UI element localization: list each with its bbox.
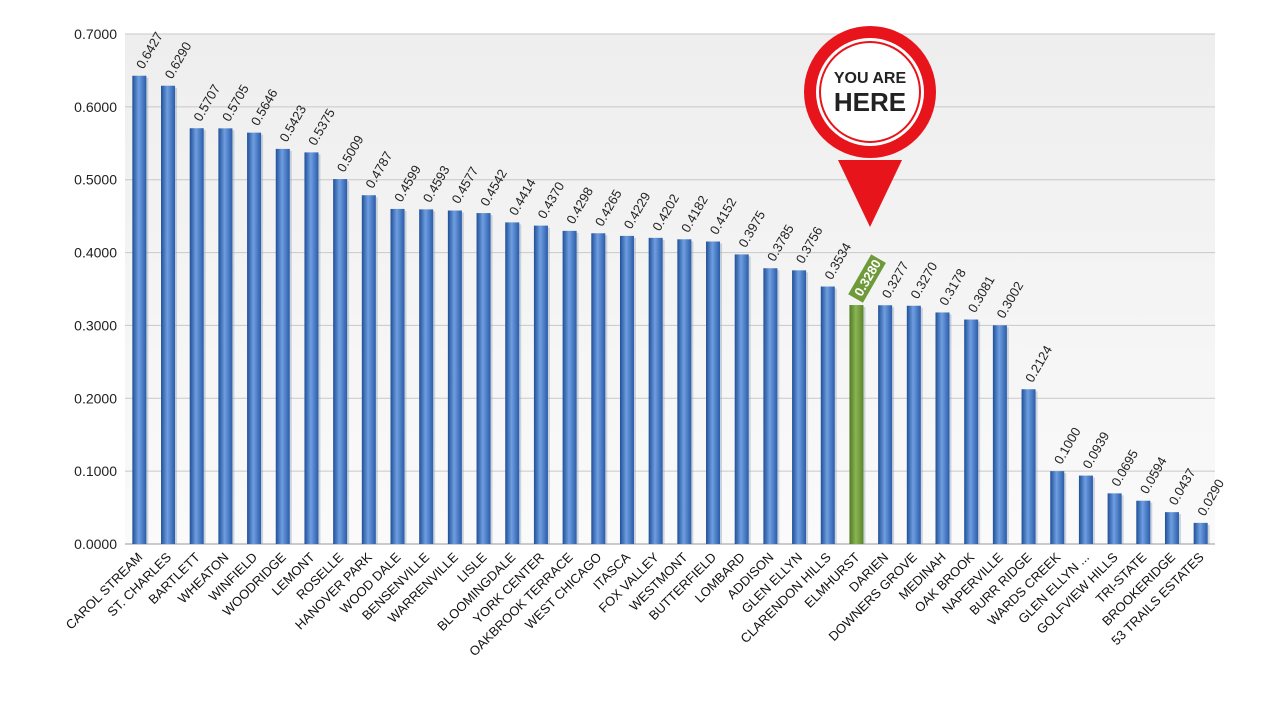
bar — [247, 132, 262, 545]
bar — [648, 237, 663, 544]
bar — [792, 270, 807, 544]
bar — [820, 286, 835, 544]
bar — [619, 235, 634, 544]
bar — [161, 85, 176, 544]
bar — [992, 325, 1007, 544]
bar — [505, 222, 520, 544]
pin-inner-ring — [819, 41, 921, 143]
bar — [706, 241, 721, 545]
bar — [763, 268, 778, 544]
bar — [275, 148, 290, 544]
highlight-badge-bg — [848, 254, 886, 303]
bar — [935, 312, 950, 544]
bar — [476, 213, 491, 544]
y-tick-label: 0.2000 — [74, 390, 117, 406]
bar — [906, 305, 921, 544]
y-tick-label: 0.4000 — [74, 245, 117, 261]
bar — [964, 319, 979, 544]
bar — [218, 128, 233, 544]
pin-text-line1: YOU ARE — [834, 70, 907, 87]
bar — [1107, 493, 1122, 544]
y-tick-label: 0.7000 — [74, 26, 117, 42]
bar — [361, 195, 376, 545]
bar — [189, 128, 204, 544]
bar-highlight — [849, 305, 864, 544]
bar — [1021, 389, 1036, 544]
bar-layer — [132, 75, 1210, 545]
you-are-here-pin: YOU ARE HERE — [804, 26, 936, 227]
bar — [1193, 522, 1208, 544]
bar — [1050, 471, 1065, 544]
y-tick-label: 0.6000 — [74, 99, 117, 115]
bar — [591, 233, 606, 544]
bar — [419, 209, 434, 545]
bar — [304, 152, 319, 544]
pin-white-ring — [816, 38, 924, 146]
y-tick-label: 0.0000 — [74, 536, 117, 552]
pin-pointer — [838, 160, 902, 227]
bar — [1164, 512, 1179, 544]
bar — [132, 75, 147, 545]
y-tick-label: 0.3000 — [74, 317, 117, 333]
bar — [562, 230, 577, 545]
y-tick-label: 0.1000 — [74, 463, 117, 479]
bar — [734, 254, 749, 544]
pin-text-line2: HERE — [834, 87, 906, 117]
bar — [878, 305, 893, 544]
bar — [390, 208, 405, 544]
y-tick-label: 0.5000 — [74, 172, 117, 188]
bar — [1136, 500, 1151, 544]
bar — [447, 210, 462, 545]
bar — [333, 179, 348, 544]
bar — [677, 239, 692, 544]
bar — [533, 225, 548, 544]
bar — [1078, 475, 1093, 544]
tick-layer: 0.0000 0.1000 0.2000 0.3000 0.4000 0.5000 0.60… — [63, 26, 1207, 659]
